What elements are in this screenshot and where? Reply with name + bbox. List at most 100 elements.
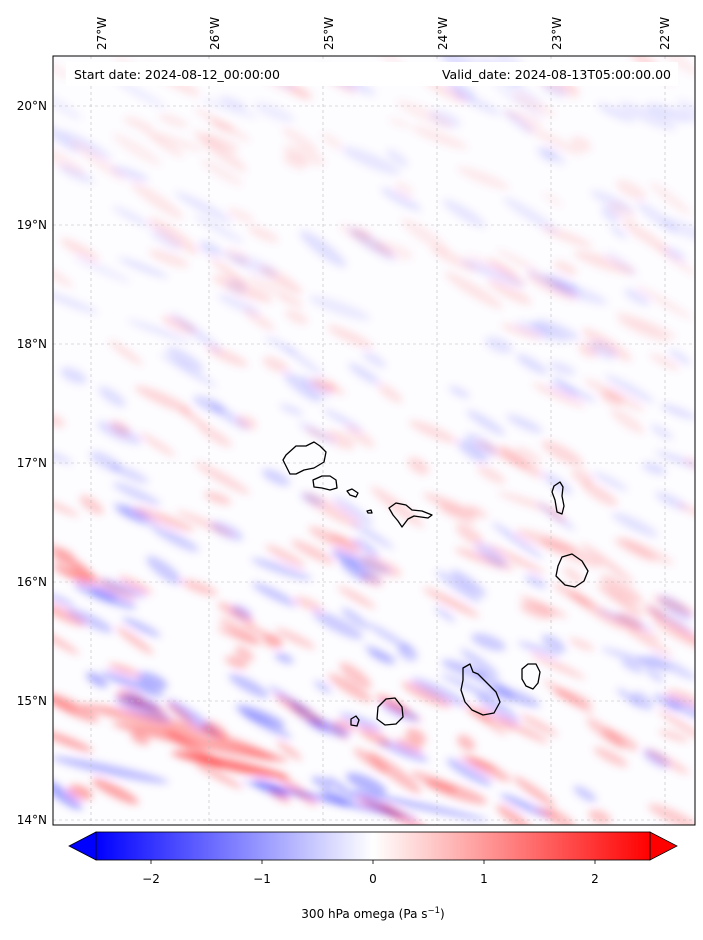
omega-streak (568, 591, 626, 630)
omega-streak (444, 272, 503, 309)
lat-label-15n: 15°N (17, 694, 47, 708)
omega-streak (362, 351, 386, 368)
omega-streak (339, 712, 382, 731)
omega-streak (425, 779, 488, 804)
omega-streak (194, 461, 250, 495)
omega-streak (134, 385, 193, 414)
colorbar-tick-neg2: −2 (142, 872, 160, 886)
colorbar-gradient (96, 832, 650, 860)
omega-streak (252, 582, 297, 607)
omega-streak (553, 260, 577, 276)
omega-streak (148, 217, 199, 255)
omega-streak (521, 123, 582, 156)
omega-streak (274, 652, 294, 664)
island-santo-antao (282, 441, 327, 475)
omega-streak (341, 607, 369, 629)
omega-streak (311, 776, 332, 788)
omega-streak (340, 559, 369, 582)
island-sal (551, 481, 565, 515)
omega-streak (580, 542, 634, 584)
omega-streak (512, 93, 556, 117)
omega-streak (53, 627, 80, 655)
omega-streak (300, 492, 324, 506)
omega-streak (512, 776, 556, 807)
lon-label-27w: 27°W (95, 17, 109, 50)
omega-streak (212, 275, 273, 303)
omega-streak (460, 648, 500, 678)
omega-band (81, 704, 219, 736)
omega-streak (605, 374, 655, 404)
omega-streak (377, 383, 403, 404)
omega-streak (466, 409, 506, 436)
omega-streak (622, 220, 670, 253)
lon-labels: 27°W 26°W 25°W 24°W 23°W 22°W (95, 17, 672, 50)
island-fogo (376, 697, 404, 726)
omega-streak (97, 421, 142, 445)
omega-streak (139, 432, 176, 457)
omega-streak (617, 317, 670, 343)
omega-streak (152, 525, 199, 552)
omega-streak (466, 505, 488, 519)
island-maio (521, 663, 541, 690)
omega-streak (515, 354, 548, 375)
omega-streak (91, 778, 139, 805)
omega-streak (294, 596, 323, 612)
omega-streak (217, 602, 255, 625)
omega-streak (457, 439, 488, 464)
omega-streak (201, 159, 243, 186)
omega-streak (597, 103, 635, 123)
omega-streak (551, 375, 579, 397)
omega-streak (348, 363, 381, 385)
omega-streak (465, 433, 497, 457)
omega-band (53, 756, 169, 784)
omega-streak (53, 92, 81, 120)
omega-streak (328, 673, 373, 703)
omega-streak (148, 249, 189, 268)
omega-streak (261, 468, 291, 486)
omega-streak (610, 408, 645, 434)
omega-streak (291, 540, 335, 565)
omega-streak (98, 386, 126, 408)
omega-streak (519, 596, 568, 618)
omega-streak (373, 241, 413, 260)
omega-streak (110, 464, 149, 484)
omega-band (111, 722, 289, 762)
omega-streak (450, 569, 487, 597)
omega-streak (242, 623, 283, 645)
omega-streak (563, 567, 584, 584)
omega-streak (203, 721, 228, 740)
omega-streak (624, 288, 651, 306)
omega-streak (648, 607, 695, 646)
omega-streak (461, 259, 525, 287)
omega-streak (541, 226, 593, 248)
omega-streak (543, 192, 563, 207)
lon-label-25w: 25°W (322, 17, 336, 50)
omega-streak (176, 510, 234, 537)
omega-streak (497, 492, 560, 514)
omega-streak (58, 164, 94, 184)
omega-streak (108, 340, 143, 366)
omega-streak (636, 201, 678, 234)
lat-label-18n: 18°N (17, 337, 47, 351)
omega-streak (615, 179, 647, 201)
omega-streak (246, 274, 288, 298)
lat-label-16n: 16°N (17, 575, 47, 589)
omega-streak (396, 99, 454, 129)
map-frame (52, 55, 696, 826)
omega-streak (593, 747, 628, 767)
omega-streak (112, 133, 162, 166)
omega-streak (519, 603, 554, 620)
island-santiago (460, 663, 501, 716)
omega-streak (386, 149, 409, 167)
omega-streak (611, 512, 658, 537)
omega-streak (334, 720, 357, 732)
omega-streak (227, 208, 255, 223)
omega-streak (364, 645, 397, 663)
valid-date: Valid_date: 2024-08-13T05:00:00.00 (442, 67, 671, 82)
omega-streak (446, 758, 493, 786)
omega-streak (478, 707, 515, 732)
omega-streak (79, 495, 104, 515)
omega-streak (59, 130, 112, 160)
omega-streak (158, 114, 188, 128)
omega-streak (132, 699, 167, 715)
